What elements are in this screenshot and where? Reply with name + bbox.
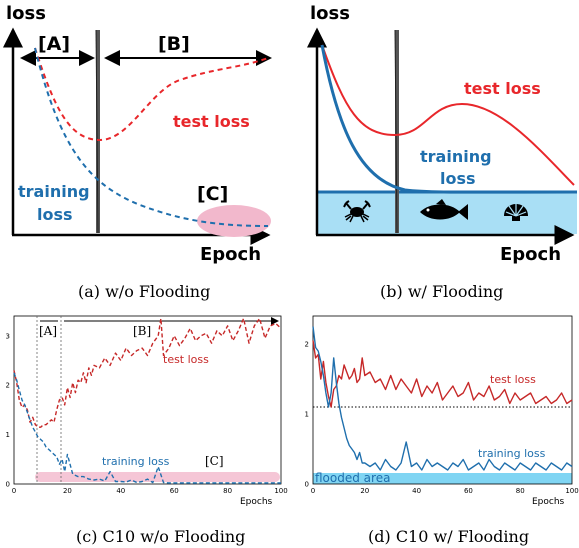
- x-tick-label: 80: [223, 487, 232, 495]
- series-test-loss: [13, 317, 282, 428]
- x-tick-label: 0: [311, 487, 315, 495]
- x-tick-label: 100: [565, 487, 578, 495]
- panel-b-y-label: loss: [310, 3, 350, 24]
- panel-c-region-c-label: [C]: [205, 454, 224, 468]
- panel-a-training-label-2: loss: [37, 205, 73, 224]
- panel-c-ticks: 0 20 40 60 80 100 0 1 2 3: [6, 332, 288, 495]
- series-training-loss: [312, 326, 573, 471]
- panel-a-caption: (a) w/o Flooding: [78, 282, 210, 301]
- panel-c-region-b-label: [B]: [133, 324, 151, 338]
- panel-a-region-c-label: [C]: [197, 183, 228, 205]
- panel-c-test-loss-label: test loss: [163, 353, 209, 366]
- shell-icon: [504, 203, 528, 221]
- panel-b-x-label: Epoch: [500, 244, 561, 265]
- panel-b-training-loss-curve: [320, 44, 578, 194]
- y-tick-label: 3: [6, 332, 10, 340]
- panel-c: [A] [B] [C] 0 20 40 60 80 100 0 1 2 3 test loss t…: [6, 315, 288, 546]
- panel-a-region-a-label: [A]: [38, 33, 70, 55]
- panel-b-test-loss-curve: [321, 44, 575, 186]
- panel-d-ticks: 0 20 40 60 80 100 0 1 2: [305, 341, 579, 496]
- panel-d-flood-area: [313, 473, 572, 484]
- series-training-loss: [13, 372, 281, 484]
- panel-d-training-loss-label: training loss: [478, 447, 546, 460]
- panel-a-training-label-1: training: [18, 182, 90, 201]
- y-tick-label: 1: [6, 431, 10, 439]
- fish-icon: [420, 199, 468, 220]
- panel-a-region-b-label: [B]: [158, 33, 190, 55]
- crab-icon: [343, 200, 371, 223]
- panel-a-training-loss-curve: [34, 47, 269, 227]
- panel-a-y-label: loss: [6, 3, 46, 24]
- x-tick-label: 40: [116, 487, 125, 495]
- panel-c-training-loss-label: training loss: [102, 455, 170, 468]
- panel-d-test-loss-label: test loss: [490, 373, 536, 386]
- panel-c-series: [13, 317, 282, 484]
- panel-b: loss Epoch test loss training loss (b) w…: [307, 3, 578, 301]
- panel-d-series: [312, 326, 573, 471]
- series-test-loss: [312, 340, 573, 408]
- panel-d-flood-label: flooded area: [315, 471, 390, 485]
- panel-d-x-label: Epochs: [532, 497, 565, 507]
- panel-c-frame: [13, 315, 282, 485]
- y-tick-label: 0: [6, 481, 10, 489]
- panel-b-test-loss-label: test loss: [464, 79, 541, 98]
- x-tick-label: 60: [170, 487, 179, 495]
- panel-a-x-label: Epoch: [200, 244, 261, 265]
- x-tick-label: 100: [274, 487, 287, 495]
- panel-c-caption: (c) C10 w/o Flooding: [76, 527, 245, 546]
- x-tick-label: 80: [516, 487, 525, 495]
- panel-a-divider-edge: [95, 29, 99, 234]
- x-tick-label: 0: [12, 487, 16, 495]
- panel-c-x-label: Epochs: [240, 497, 273, 507]
- panel-b-caption: (b) w/ Flooding: [380, 282, 503, 301]
- panel-b-divider-edge: [394, 29, 398, 234]
- x-tick-label: 20: [360, 487, 369, 495]
- y-tick-label: 1: [305, 411, 309, 419]
- panel-a-test-loss-label: test loss: [173, 112, 250, 131]
- x-tick-label: 20: [63, 487, 72, 495]
- y-tick-label: 2: [305, 341, 309, 349]
- y-tick-label: 2: [6, 382, 10, 390]
- x-tick-label: 40: [412, 487, 421, 495]
- y-tick-label: 0: [305, 481, 309, 489]
- panel-a: loss Epoch [A] [B] [C] test loss trainin…: [2, 3, 272, 301]
- panel-b-training-label-1: training: [420, 147, 492, 166]
- panel-c-region-c-highlight: [35, 472, 280, 482]
- x-tick-label: 60: [464, 487, 473, 495]
- panel-a-region-c-highlight: [197, 205, 271, 237]
- panel-b-training-label-2: loss: [440, 169, 476, 188]
- panel-c-region-a-label: [A]: [39, 324, 57, 338]
- panel-a-test-loss-curve: [34, 47, 269, 142]
- panel-d-caption: (d) C10 w/ Flooding: [368, 527, 529, 546]
